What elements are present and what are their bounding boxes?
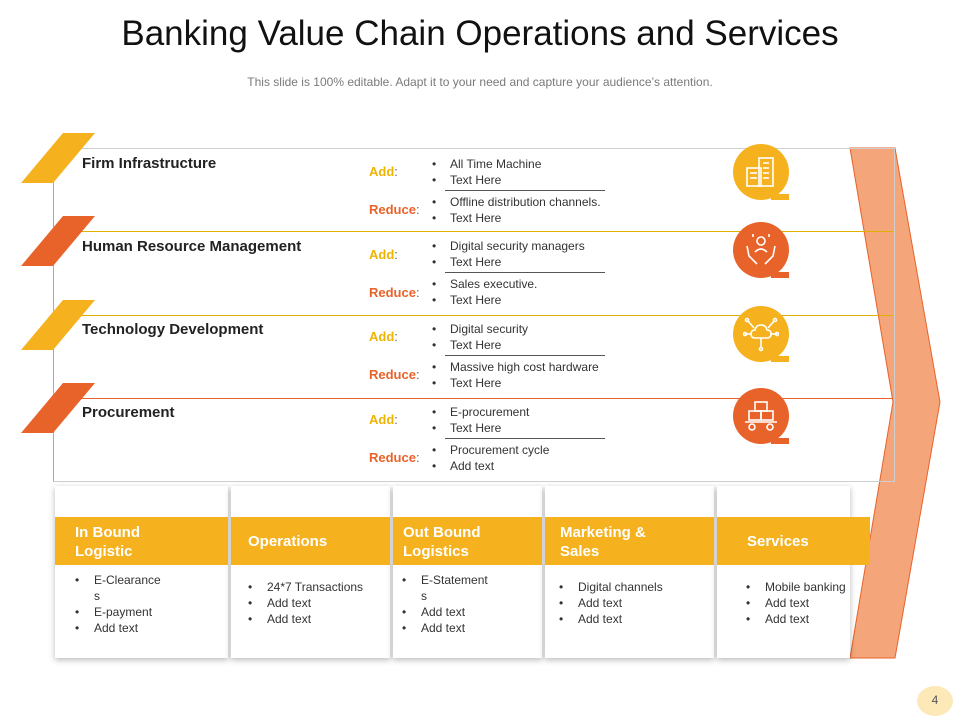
list-item: Add text <box>248 595 363 611</box>
list-item: E-Statements <box>402 572 492 604</box>
list-item: Add text <box>402 604 502 620</box>
page-number: 4 <box>917 686 953 716</box>
row-title-procurement: Procurement <box>82 404 175 421</box>
add-list: E-procurement Text Here <box>432 404 529 436</box>
icon-tail <box>771 438 789 444</box>
reduce-list: Procurement cycle Add text <box>432 442 549 474</box>
card-list-inbound: E-Clearances E-payment Add text <box>75 572 175 636</box>
list-item: Text Here <box>432 210 601 226</box>
list-item: Add text <box>559 595 663 611</box>
list-item: Add text <box>746 595 846 611</box>
separator <box>445 355 605 356</box>
list-item: Digital security <box>432 321 528 337</box>
list-item: E-procurement <box>432 404 529 420</box>
list-item: Offline distribution channels. <box>432 194 601 210</box>
primary-card <box>717 486 850 658</box>
list-item: Text Here <box>432 292 537 308</box>
list-item: Add text <box>432 458 549 474</box>
row-title-technology-development: Technology Development <box>82 321 264 338</box>
row-title-human-resource-management: Human Resource Management <box>82 238 302 255</box>
card-list-outbound: E-Statements Add text Add text <box>402 572 502 636</box>
page-number-text: 4 <box>931 693 939 707</box>
add-label: Add: <box>369 247 398 262</box>
hands-person-icon <box>733 222 789 278</box>
add-list: Digital security managers Text Here <box>432 238 585 270</box>
icon-tail <box>771 356 789 362</box>
list-item: Add text <box>559 611 663 627</box>
building-icon <box>733 144 789 200</box>
list-item: All Time Machine <box>432 156 541 172</box>
list-item: Sales executive. <box>432 276 537 292</box>
add-label: Add: <box>369 329 398 344</box>
card-title-services: Services <box>747 533 809 550</box>
cloud-network-icon <box>733 306 789 362</box>
reduce-label: Reduce: <box>369 367 420 382</box>
list-item: Text Here <box>432 337 528 353</box>
slide-title: Banking Value Chain Operations and Servi… <box>121 14 839 53</box>
separator <box>445 438 605 439</box>
reduce-list: Offline distribution channels. Text Here <box>432 194 601 226</box>
add-list: All Time Machine Text Here <box>432 156 541 188</box>
list-item: Add text <box>746 611 846 627</box>
reduce-label: Reduce: <box>369 202 420 217</box>
list-item: E-Clearances <box>75 572 165 604</box>
card-list-services: Mobile banking Add text Add text <box>746 579 846 627</box>
reduce-list: Sales executive. Text Here <box>432 276 537 308</box>
card-list-marketing: Digital channels Add text Add text <box>559 579 663 627</box>
list-item: Digital channels <box>559 579 663 595</box>
cart-boxes-icon <box>733 388 789 444</box>
primary-card <box>545 486 714 658</box>
list-item: Text Here <box>432 375 599 391</box>
reduce-list: Massive high cost hardware Text Here <box>432 359 599 391</box>
list-item: E-payment <box>75 604 175 620</box>
add-label: Add: <box>369 412 398 427</box>
reduce-label: Reduce: <box>369 450 420 465</box>
separator <box>445 190 605 191</box>
list-item: Text Here <box>432 254 585 270</box>
list-item: Text Here <box>432 420 529 436</box>
separator <box>445 272 605 273</box>
row-divider <box>53 315 893 316</box>
row-divider <box>53 231 893 232</box>
card-title-inbound-logistic: In Bound Logistic <box>75 524 140 560</box>
primary-card <box>231 486 390 658</box>
list-item: Text Here <box>432 172 541 188</box>
card-list-operations: 24*7 Transactions Add text Add text <box>248 579 363 627</box>
card-header-bar <box>231 517 390 565</box>
add-label: Add: <box>369 164 398 179</box>
list-item: 24*7 Transactions <box>248 579 363 595</box>
card-header-bar <box>393 517 542 565</box>
card-title-marketing-sales: Marketing & Sales <box>560 524 646 560</box>
reduce-label: Reduce: <box>369 285 420 300</box>
row-divider <box>53 398 893 399</box>
list-item: Massive high cost hardware <box>432 359 599 375</box>
row-title-firm-infrastructure: Firm Infrastructure <box>82 155 217 172</box>
page-number-badge <box>917 686 953 716</box>
list-item: Procurement cycle <box>432 442 549 458</box>
icon-tail <box>771 194 789 200</box>
card-title-outbound-logistics: Out Bound Logistics <box>403 524 481 560</box>
card-header-bar <box>717 517 870 565</box>
card-header-bar <box>55 517 228 565</box>
add-list: Digital security Text Here <box>432 321 528 353</box>
slide-subtitle: This slide is 100% editable. Adapt it to… <box>247 75 713 89</box>
icon-tail <box>771 272 789 278</box>
list-item: Add text <box>75 620 175 636</box>
list-item: Add text <box>248 611 363 627</box>
card-title-operations: Operations <box>248 533 328 550</box>
list-item: Mobile banking <box>746 579 846 595</box>
list-item: Add text <box>402 620 502 636</box>
list-item: Digital security managers <box>432 238 585 254</box>
card-header-bar <box>545 517 714 565</box>
